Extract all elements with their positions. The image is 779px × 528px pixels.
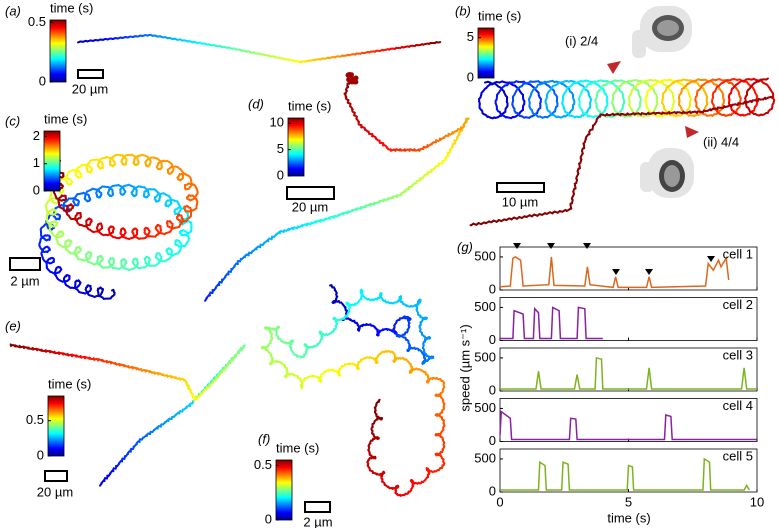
trajectory-blob bbox=[350, 79, 355, 84]
annotation: (ii) 4/4 bbox=[703, 134, 739, 149]
spike-markers bbox=[513, 243, 715, 275]
panel-label: (g) bbox=[457, 239, 473, 254]
cell-image bbox=[632, 6, 692, 58]
annotation: (i) 2/4 bbox=[565, 33, 598, 48]
arrowhead bbox=[685, 126, 699, 138]
arrowhead bbox=[607, 61, 621, 74]
x-axis-label: time (s) bbox=[607, 510, 650, 525]
trajectory-blob bbox=[346, 72, 351, 77]
cell-image bbox=[640, 148, 694, 198]
trajectory-segment bbox=[766, 79, 768, 80]
y-axis-label: speed (µm s⁻¹) bbox=[457, 324, 472, 411]
